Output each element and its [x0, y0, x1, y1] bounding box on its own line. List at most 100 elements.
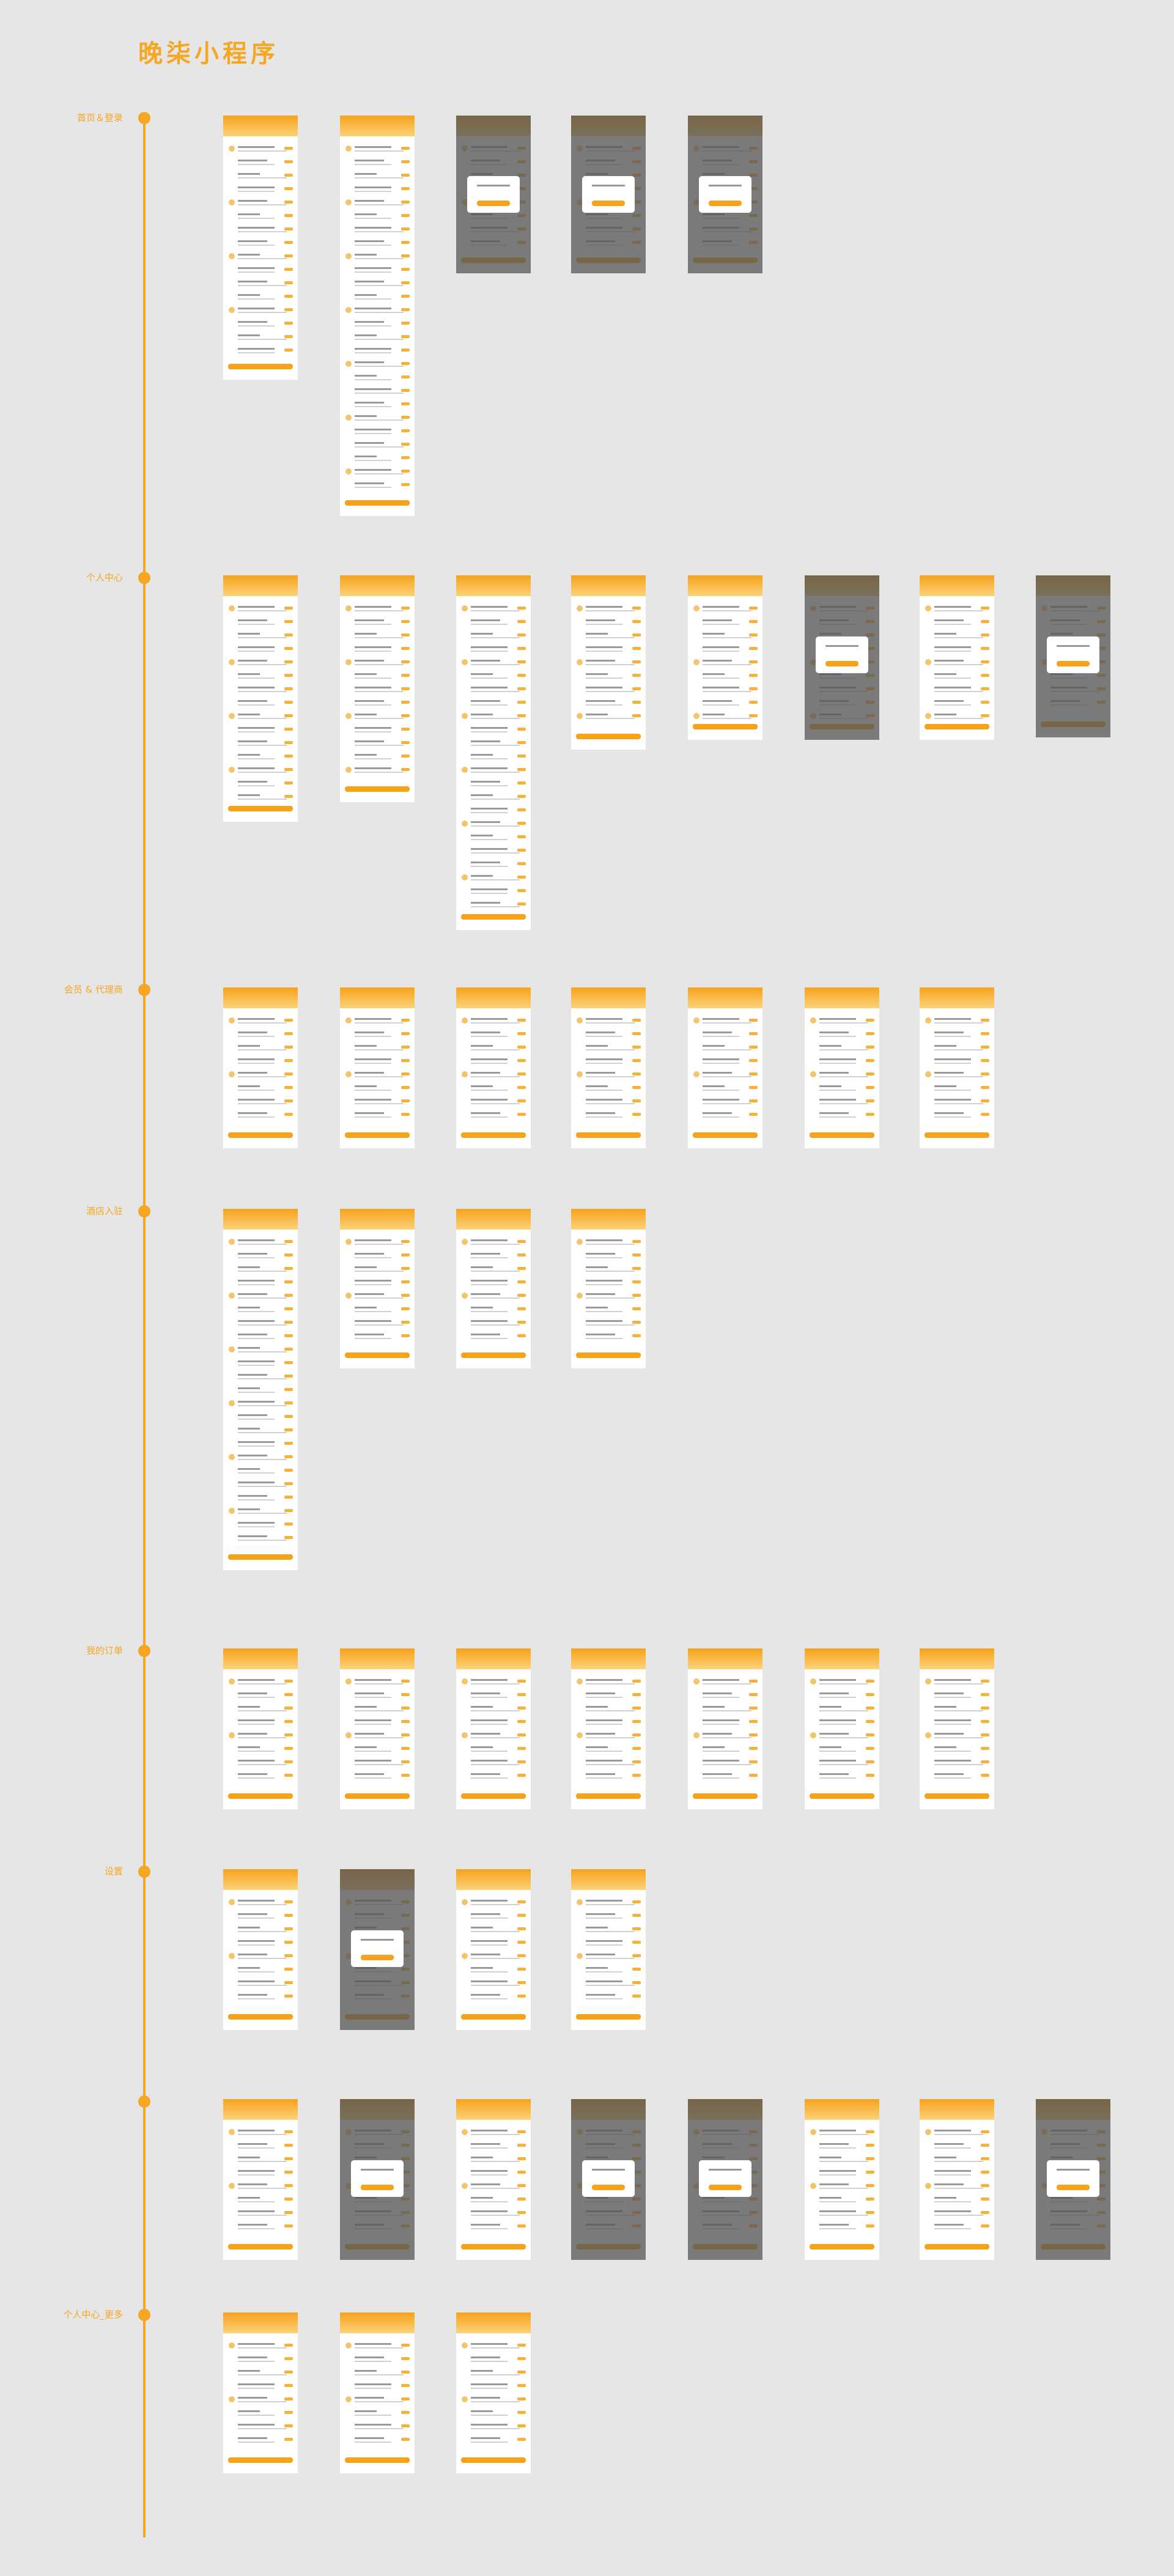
row-line	[586, 1334, 615, 1335]
screen-button	[925, 724, 989, 729]
row-line	[238, 1535, 267, 1537]
screen-button	[461, 2457, 526, 2463]
screen-header	[571, 1869, 646, 1890]
row-tag	[517, 1914, 526, 1917]
row-tag	[866, 1113, 874, 1116]
screen-button	[228, 2244, 293, 2249]
row-line	[586, 1307, 608, 1308]
screen-button	[345, 1793, 410, 1799]
row-line	[471, 1746, 493, 1748]
row-line	[819, 1777, 856, 1779]
row-tag	[981, 2224, 989, 2227]
row-line	[471, 1944, 508, 1946]
row-tag	[284, 2384, 293, 2387]
row-line	[819, 1058, 856, 1060]
screen-header	[688, 987, 762, 1008]
row-tag	[284, 1428, 293, 1431]
row-line	[471, 839, 508, 840]
row-line	[238, 1773, 267, 1775]
row-tag	[632, 674, 641, 677]
screen-header	[571, 987, 646, 1008]
row-icon	[462, 1239, 468, 1245]
row-line	[238, 1954, 267, 1955]
row-tag	[517, 1046, 526, 1049]
row-line	[238, 1271, 287, 1272]
row-line	[586, 1900, 622, 1902]
row-line	[238, 1692, 267, 1694]
row-icon	[345, 199, 352, 205]
row-line	[238, 1985, 287, 1986]
row-line	[355, 285, 404, 286]
row-line	[238, 1994, 267, 1996]
row-line	[586, 1777, 622, 1779]
row-line	[819, 1710, 868, 1711]
row-tag	[981, 620, 989, 623]
row-line	[471, 2201, 508, 2202]
row-line	[238, 2143, 267, 2145]
row-line	[586, 1706, 608, 1708]
row-tag	[401, 1680, 410, 1683]
screen	[805, 1648, 879, 1809]
row-tag	[749, 1774, 758, 1777]
row-line	[934, 619, 964, 621]
row-line	[238, 1724, 275, 1725]
row-tag	[632, 1733, 641, 1736]
row-line	[355, 691, 404, 692]
row-line	[355, 664, 404, 665]
row-line	[238, 1307, 260, 1308]
row-line	[586, 1058, 622, 1060]
row-tag	[401, 1747, 410, 1750]
row-icon	[462, 1953, 468, 1959]
row-line	[703, 1683, 751, 1685]
screen-button	[345, 2457, 410, 2463]
row-line	[238, 271, 275, 273]
screen	[688, 1648, 762, 1809]
row-line	[471, 1777, 508, 1779]
row-line	[238, 1293, 267, 1295]
screen	[805, 2099, 879, 2260]
row-line	[238, 339, 287, 340]
row-tag	[284, 281, 293, 284]
row-line	[238, 2437, 267, 2439]
row-tag	[866, 2171, 874, 2174]
screen-button	[810, 1132, 874, 1138]
row-line	[586, 1049, 635, 1050]
row-line	[703, 1072, 732, 1074]
dialog-line	[1057, 2169, 1090, 2171]
row-line	[238, 2174, 275, 2176]
row-tag	[517, 714, 526, 717]
row-tag	[284, 1019, 293, 1022]
row-line	[934, 1777, 971, 1779]
screen-header	[223, 2099, 298, 2120]
row-line	[934, 633, 956, 635]
row-line	[586, 1297, 635, 1299]
row-line	[471, 1764, 520, 1765]
row-tag	[284, 214, 293, 217]
row-line	[238, 2410, 260, 2412]
row-icon	[925, 2129, 931, 2135]
row-line	[238, 2134, 287, 2135]
row-tag	[981, 2144, 989, 2147]
dialog-button	[477, 201, 510, 206]
row-line	[238, 2397, 267, 2399]
row-tag	[517, 1733, 526, 1736]
row-line	[355, 727, 391, 729]
row-tag	[866, 2224, 874, 2227]
row-line	[934, 1710, 983, 1711]
screen-button	[925, 1793, 989, 1799]
row-tag	[401, 660, 410, 663]
row-line	[355, 1284, 391, 1285]
row-line	[238, 2347, 287, 2349]
screen	[920, 987, 994, 1148]
row-tag	[866, 1086, 874, 1089]
screen	[340, 1648, 415, 1809]
row-line	[238, 2374, 287, 2375]
row-tag	[401, 1253, 410, 1257]
row-line	[355, 1103, 404, 1104]
row-line	[355, 388, 391, 390]
row-tag	[517, 2198, 526, 2201]
row-tag	[401, 375, 410, 378]
screen-header	[340, 116, 415, 136]
row-tag	[632, 607, 641, 610]
dialog	[467, 176, 520, 213]
